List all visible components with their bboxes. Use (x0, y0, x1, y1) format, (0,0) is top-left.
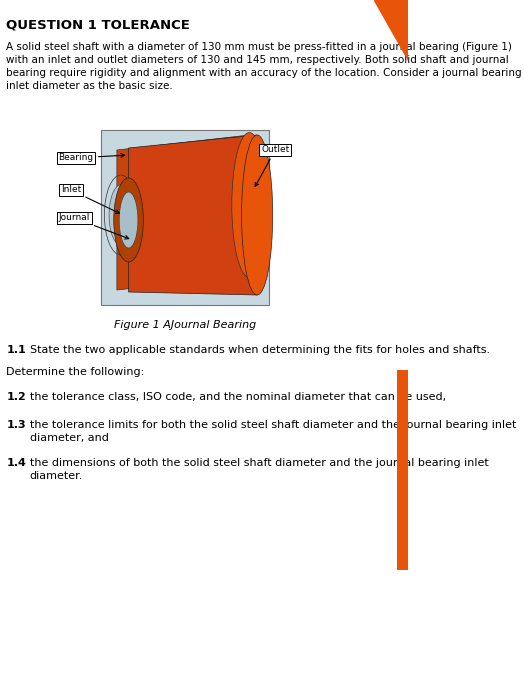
Text: QUESTION 1 TOLERANCE: QUESTION 1 TOLERANCE (6, 18, 190, 31)
Ellipse shape (232, 133, 267, 277)
Polygon shape (117, 135, 249, 290)
Text: with an inlet and outlet diameters of 130 and 145 mm, respectively. Both solid s: with an inlet and outlet diameters of 13… (6, 55, 509, 65)
Text: diameter, and: diameter, and (30, 433, 108, 443)
Text: inlet diameter as the basic size.: inlet diameter as the basic size. (6, 81, 173, 91)
Ellipse shape (242, 135, 272, 295)
Ellipse shape (109, 185, 133, 245)
Text: 1.1: 1.1 (6, 345, 26, 355)
Polygon shape (374, 0, 408, 60)
Text: 1.4: 1.4 (6, 458, 26, 468)
Text: Figure 1 AJournal Bearing: Figure 1 AJournal Bearing (114, 320, 257, 330)
Text: the tolerance class, ISO code, and the nominal diameter that can be used,: the tolerance class, ISO code, and the n… (30, 392, 446, 402)
Ellipse shape (119, 192, 138, 248)
Text: Journal: Journal (59, 214, 129, 239)
Text: Determine the following:: Determine the following: (6, 367, 145, 377)
Text: 1.2: 1.2 (6, 392, 26, 402)
Text: Inlet: Inlet (61, 186, 119, 214)
Text: Bearing: Bearing (59, 154, 125, 163)
Ellipse shape (114, 178, 144, 262)
Text: A solid steel shaft with a diameter of 130 mm must be press-fitted in a journal : A solid steel shaft with a diameter of 1… (6, 42, 512, 52)
FancyBboxPatch shape (101, 130, 269, 305)
Text: bearing require rigidity and alignment with an accuracy of the location. Conside: bearing require rigidity and alignment w… (6, 68, 522, 78)
Text: diameter.: diameter. (30, 471, 83, 481)
Text: Outlet: Outlet (255, 146, 289, 186)
Text: the tolerance limits for both the solid steel shaft diameter and the journal bea: the tolerance limits for both the solid … (30, 420, 516, 430)
Polygon shape (397, 370, 408, 570)
Text: the dimensions of both the solid steel shaft diameter and the journal bearing in: the dimensions of both the solid steel s… (30, 458, 488, 468)
Text: State the two applicable standards when determining the fits for holes and shaft: State the two applicable standards when … (30, 345, 490, 355)
Polygon shape (101, 130, 269, 305)
Polygon shape (128, 135, 257, 295)
Text: 1.3: 1.3 (6, 420, 26, 430)
